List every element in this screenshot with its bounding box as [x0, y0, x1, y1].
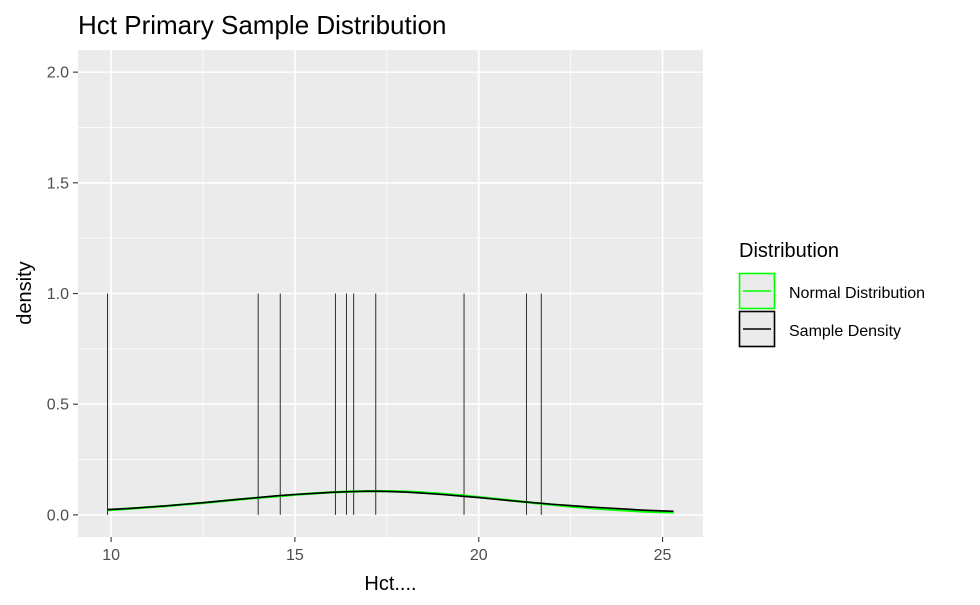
sample-density-curve [107, 490, 674, 513]
y-axis-title: density [14, 261, 36, 324]
legend-label-normal-distribution: Normal Distribution [789, 285, 925, 302]
x-axis-title: Hct.... [364, 573, 416, 595]
legend-label-sample-density: Sample Density [789, 323, 901, 340]
legend: Distribution Normal Distribution Sample … [738, 240, 925, 348]
x-tick-label: 15 [286, 547, 304, 564]
x-tick-label: 20 [470, 547, 488, 564]
density-curves [107, 489, 674, 514]
chart-title: Hct Primary Sample Distribution [78, 10, 446, 40]
y-tick-label: 2.0 [47, 65, 69, 82]
x-tick-label: 10 [102, 547, 120, 564]
legend-title: Distribution [739, 240, 839, 262]
rug-marks [107, 293, 542, 515]
legend-item-sample-density: Sample Density [738, 310, 901, 348]
y-axis: 0.0 0.5 1.0 1.5 2.0 [47, 65, 78, 524]
y-tick-label: 0.0 [47, 507, 69, 524]
y-tick-label: 0.5 [47, 397, 69, 414]
y-tick-label: 1.0 [47, 286, 69, 303]
major-gridlines [78, 50, 703, 537]
legend-item-normal-distribution: Normal Distribution [738, 272, 925, 310]
y-tick-label: 1.5 [47, 175, 69, 192]
x-axis: 10 15 20 25 [102, 537, 672, 564]
x-tick-label: 25 [654, 547, 672, 564]
